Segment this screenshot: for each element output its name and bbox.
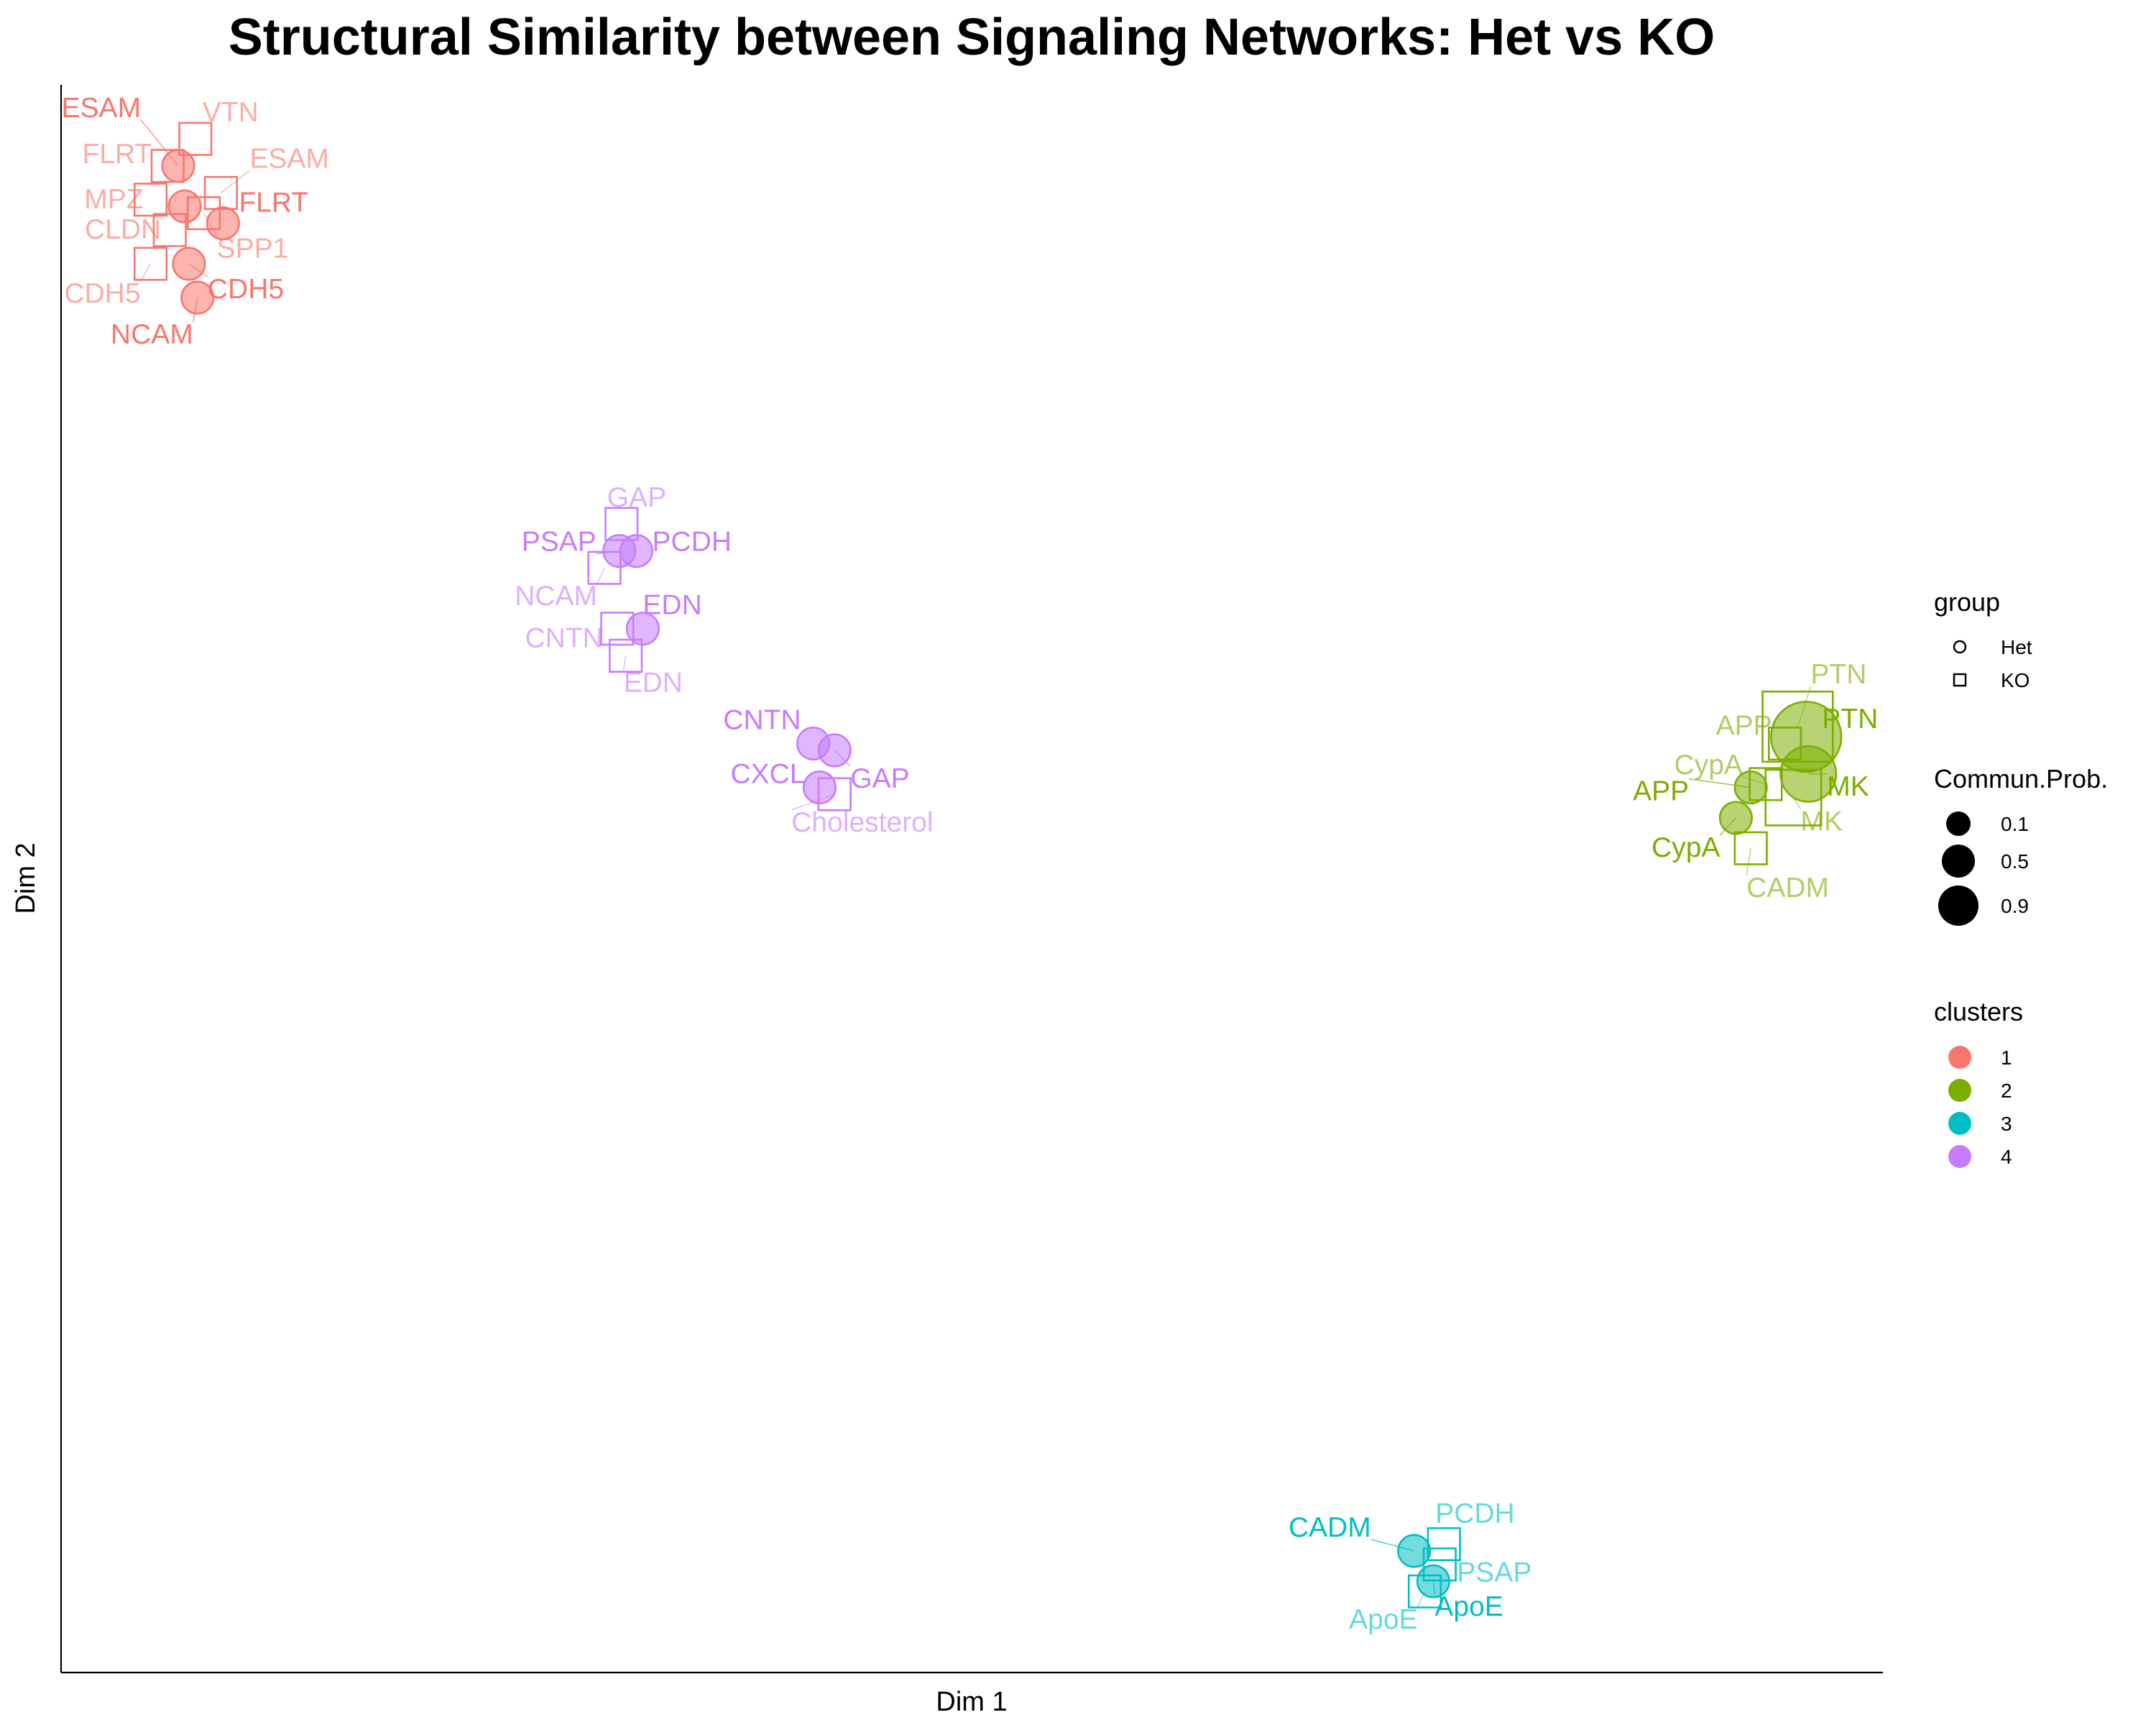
point-pcdh-het [619,534,654,569]
label-cypa-het: CypA [1651,832,1720,863]
leader-line [596,567,605,584]
legend-cluster-1-circle-icon [1948,1046,1971,1069]
point-labels: ESAM ESAM VTN FLRT FLRT MPZ SPP1 CLDN CDH5 CDH5 NC… [62,93,1879,1635]
legend-clusters: clusters 1 2 3 4 [1934,997,2023,1168]
legend-cluster-3-circle-icon [1948,1112,1971,1135]
point-cntn-ko [600,612,635,646]
legend-group-het-label: Het [2001,636,2032,658]
legend-size-title: Commun.Prob. [1934,764,2108,794]
point-cdh5-het [172,247,206,281]
label-gap-ko: GAP [607,482,666,513]
legend-cluster-2-circle-icon [1948,1079,1971,1102]
label-vtn-ko: VTN [203,97,259,128]
label-cypa-ko: CypA [1674,750,1743,781]
data-points [133,121,1843,1609]
label-apoe-het: ApoE [1434,1591,1503,1622]
leader-line [220,170,250,193]
label-mk-ko: MK [1800,806,1843,837]
leader-line [1746,848,1751,876]
point-cadm-het [1397,1534,1432,1568]
label-mk-het: MK [1827,771,1869,802]
point-cypa-het [1718,801,1754,835]
label-cholesterol-ko: Cholesterol [791,807,933,838]
legend-size-0-5-label: 0.5 [2001,850,2029,873]
label-psap-ko: PSAP [1457,1558,1531,1588]
point-vtn-ko [178,121,213,156]
legend-size-0-5-circle-icon [1942,845,1975,878]
legend-group: group Het KO [1934,587,2032,691]
label-cadm-het: CADM [1289,1512,1371,1543]
legend-size-0-9-circle-icon [1938,886,1978,926]
label-flrt-het: FLRT [239,188,308,218]
point-spp1-het [167,189,202,224]
legend-cluster-3-label: 3 [2001,1113,2012,1135]
point-edn-het [625,612,660,646]
chart-title: Structural Similarity between Signaling … [229,9,1715,66]
label-cxcl-het: CXCL [730,759,805,790]
point-mk-het [1779,745,1838,803]
legend-clusters-title: clusters [1934,997,2023,1026]
point-cxcl-het [802,770,837,805]
point-flrt-ko [150,149,185,183]
legend-group-title: group [1934,587,2000,617]
legend-size-0-9-label: 0.9 [2001,895,2029,917]
point-cdh5-ko [133,247,168,281]
legend-ko-square-icon [1953,673,1967,687]
plot-panel: ESAM ESAM VTN FLRT FLRT MPZ SPP1 CLDN CDH5 CDH5 NC… [60,85,1883,1674]
legend-het-circle-icon [1953,640,1967,654]
label-esam-het: ESAM [62,93,142,124]
label-cdh5-het: CDH5 [208,274,284,305]
label-cdh5-ko: CDH5 [64,278,140,309]
point-app-het [1733,770,1768,805]
label-gap-het: GAP [850,763,909,794]
legend-cluster-4-label: 4 [2001,1146,2012,1168]
label-pcdh-ko: PCDH [1435,1498,1515,1529]
point-cadm-ko [1733,831,1768,865]
label-cntn-het: CNTN [723,705,801,736]
label-psap-het: PSAP [522,527,596,558]
legend-group-ko-label: KO [2001,669,2030,691]
point-gap-het [817,733,852,768]
point-cholesterol-ko [817,777,852,811]
point-ncam-het [180,280,215,315]
point-pcdh-ko [1427,1527,1461,1561]
label-cldn-ko: CLDN [85,214,161,245]
point-mk-ko [1764,768,1823,827]
point-edn-ko [609,638,643,673]
label-ncam-ko: NCAM [515,581,597,612]
label-pcdh-het: PCDH [653,527,732,558]
label-app-ko: APP [1716,711,1772,742]
legend-cluster-4-circle-icon [1948,1145,1971,1168]
legend-size-0-1-circle-icon [1946,811,1971,836]
label-edn-het: EDN [642,590,701,621]
legend-cluster-2-label: 2 [2001,1080,2012,1102]
label-cadm-ko: CADM [1746,873,1829,903]
label-cntn-ko: CNTN [525,623,603,654]
leader-line [139,263,152,282]
label-spp1-ko: SPP1 [217,234,289,264]
point-flrt-het [206,206,240,241]
point-mpz-ko [133,183,168,217]
y-axis-title: Dim 2 [11,842,41,914]
label-app-het: APP [1633,776,1689,807]
label-ncam-het: NCAM [111,319,193,350]
label-apoe-ko: ApoE [1349,1604,1417,1635]
leader-line [1792,797,1802,810]
point-apoe-ko [1407,1574,1442,1609]
x-axis-title: Dim 1 [936,1687,1007,1717]
label-edn-ko: EDN [624,667,683,698]
label-mpz-ko: MPZ [84,184,143,215]
legend-cluster-1-label: 1 [2001,1046,2012,1069]
point-ncam-ko [587,551,622,585]
label-esam-ko: ESAM [249,143,329,174]
legend-size: Commun.Prob. 0.1 0.5 0.9 [1934,764,2108,926]
label-ptn-het: PTN [1822,704,1878,735]
label-flrt-ko: FLRT [82,139,152,170]
legend-size-0-1-label: 0.1 [2001,813,2029,835]
leader-line [622,656,627,671]
label-ptn-ko: PTN [1810,659,1866,690]
